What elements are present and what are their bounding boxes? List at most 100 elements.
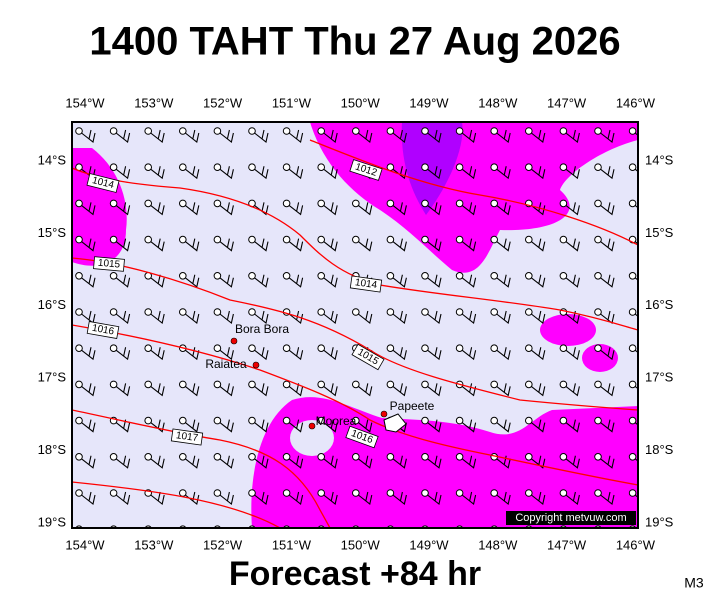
barb	[254, 383, 269, 397]
barb-station	[75, 199, 83, 208]
barb	[323, 419, 338, 433]
isobar	[72, 324, 638, 486]
place-dot	[308, 422, 316, 430]
label-box	[93, 256, 125, 272]
barb	[254, 274, 269, 288]
barb-station	[386, 308, 395, 316]
barb	[565, 166, 580, 180]
barb-station	[628, 272, 637, 280]
barb	[254, 455, 269, 469]
lon-label: 147°W	[547, 95, 587, 110]
barb	[115, 166, 131, 180]
barb-station	[594, 127, 602, 135]
barb-station	[455, 308, 464, 316]
barb-station	[282, 163, 291, 171]
barb	[565, 202, 580, 216]
barb	[392, 491, 407, 505]
place-name: Raiatea	[205, 357, 247, 371]
barb-station	[352, 308, 360, 316]
barb	[461, 166, 477, 180]
barb-station	[455, 235, 464, 244]
barb	[565, 238, 580, 252]
barb-station	[559, 525, 568, 528]
barb	[150, 166, 165, 180]
barb	[81, 491, 96, 505]
barb-station	[525, 380, 533, 389]
place-name: Bora Bora	[235, 322, 289, 336]
isobar-value: 1014	[91, 175, 116, 191]
barb	[219, 455, 234, 469]
barb-station	[352, 453, 360, 461]
barb	[81, 238, 96, 252]
barb-station	[317, 344, 326, 353]
lon-label: 150°W	[341, 537, 381, 552]
lat-label: 16°S	[38, 297, 67, 312]
lon-label: 153°W	[134, 537, 174, 552]
barb-station	[628, 344, 637, 353]
barb-station	[455, 416, 464, 425]
barb-station	[525, 272, 533, 280]
barb-station	[213, 235, 222, 244]
barb	[530, 238, 546, 252]
barb	[392, 202, 407, 216]
lat-label: 15°S	[645, 225, 674, 240]
barb-station	[248, 489, 256, 497]
barb	[392, 383, 407, 397]
barb-station	[282, 416, 291, 425]
barb-station	[317, 127, 326, 135]
barb	[496, 129, 511, 143]
barb-station	[109, 272, 118, 280]
barb-station	[75, 308, 83, 316]
barb	[461, 491, 477, 505]
barb	[530, 419, 546, 433]
barb-station	[559, 489, 568, 497]
barb	[115, 310, 131, 324]
barb	[323, 455, 338, 469]
label-box	[170, 428, 204, 446]
barb	[461, 129, 477, 143]
barb	[427, 238, 442, 252]
barb	[184, 238, 200, 252]
barb-station	[317, 525, 325, 528]
barb	[150, 383, 165, 397]
barb	[150, 129, 165, 143]
barb-station	[421, 416, 429, 425]
barb	[530, 166, 546, 180]
barb	[427, 491, 442, 505]
barb	[184, 310, 200, 324]
lat-label: 18°S	[645, 442, 674, 457]
barb	[600, 238, 615, 252]
barb-station	[455, 489, 464, 497]
barb-station	[421, 163, 429, 171]
lon-label: 150°W	[341, 95, 381, 110]
lat-label: 19°S	[645, 514, 674, 529]
barb-station	[248, 163, 256, 171]
barb-station	[386, 127, 395, 135]
barb	[254, 129, 269, 143]
barb-station	[109, 380, 118, 389]
barb	[288, 347, 304, 361]
barb-station	[75, 453, 83, 461]
barb	[427, 166, 442, 180]
barb-station	[248, 344, 256, 353]
barb-station	[455, 199, 464, 208]
barb	[530, 455, 546, 469]
place-dot	[230, 337, 238, 345]
barb	[219, 202, 234, 216]
barb-station	[628, 489, 637, 497]
barb	[254, 166, 269, 180]
barb	[323, 383, 338, 397]
barb	[323, 166, 338, 180]
barb-station	[317, 380, 326, 389]
barb-station	[248, 380, 256, 389]
barb-station	[490, 127, 499, 135]
barb-station	[525, 489, 533, 497]
barb-station	[282, 489, 291, 497]
barb-station	[282, 199, 291, 208]
barb	[393, 528, 407, 540]
barb-station	[525, 163, 533, 171]
lat-label: 14°S	[645, 152, 674, 167]
label-box	[86, 321, 120, 339]
barb	[357, 310, 373, 324]
